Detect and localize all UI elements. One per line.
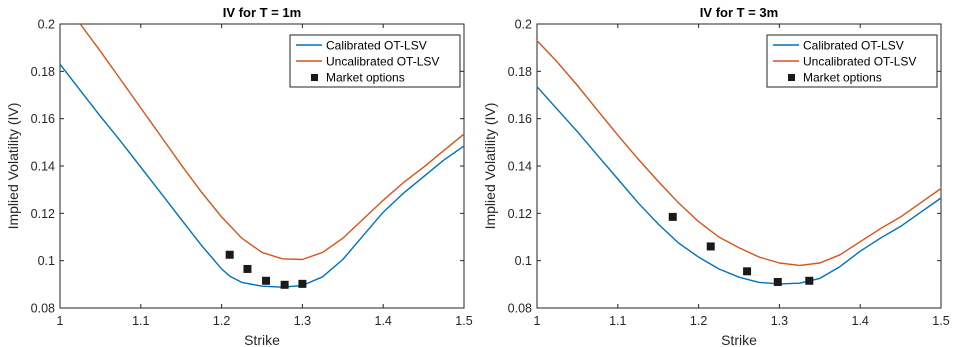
uncalibrated-series-line bbox=[536, 39, 942, 267]
x-tick-label: 1.5 bbox=[932, 314, 949, 328]
y-tick-label: 0.08 bbox=[31, 302, 55, 316]
legend-label: Uncalibrated OT-LSV bbox=[326, 55, 439, 69]
y-tick-label: 0.18 bbox=[508, 65, 532, 79]
legend: Calibrated OT-LSV Uncalibrated OT-LSV Mark… bbox=[766, 34, 938, 88]
x-tick-label: 1 bbox=[57, 314, 64, 328]
y-tick-label: 0.2 bbox=[38, 18, 55, 32]
chart-title: IV for T = 1m bbox=[223, 5, 301, 20]
market-option-point bbox=[280, 280, 289, 289]
legend-label: Calibrated OT-LSV bbox=[803, 39, 904, 53]
market-option-point bbox=[298, 279, 307, 288]
uncalibrated-series-line bbox=[79, 23, 465, 261]
market-option-point bbox=[773, 277, 782, 286]
y-tick-label: 0.12 bbox=[508, 207, 532, 221]
y-axis-label: Implied Volatility (IV) bbox=[5, 103, 21, 230]
y-tick-label: 0.1 bbox=[38, 254, 55, 268]
legend: Calibrated OT-LSV Uncalibrated OT-LSV Mark… bbox=[289, 34, 461, 88]
legend-label: Market options bbox=[803, 71, 882, 85]
market-option-point bbox=[225, 250, 234, 259]
chart-title: IV for T = 3m bbox=[700, 5, 778, 20]
x-tick-label: 1.3 bbox=[294, 314, 311, 328]
legend-label: Market options bbox=[326, 71, 405, 85]
x-tick-label: 1 bbox=[534, 314, 541, 328]
y-tick-label: 0.1 bbox=[515, 254, 532, 268]
legend-label: Calibrated OT-LSV bbox=[326, 39, 427, 53]
x-tick-label: 1.4 bbox=[375, 314, 392, 328]
x-tick-label: 1.5 bbox=[455, 314, 472, 328]
x-tick-label: 1.4 bbox=[852, 314, 869, 328]
y-tick-label: 0.14 bbox=[31, 160, 55, 174]
y-tick-label: 0.16 bbox=[508, 112, 532, 126]
calibrated-series-line bbox=[536, 86, 942, 285]
x-tick-label: 1.2 bbox=[690, 314, 707, 328]
market-option-point bbox=[706, 242, 715, 251]
y-tick-label: 0.2 bbox=[515, 18, 532, 32]
chart-panel-1: IV for T = 1m 1 1.1 1.2 1.3 1.4 1.5 0.08 0.1 0.12… bbox=[5, 5, 473, 347]
y-tick-label: 0.14 bbox=[508, 160, 532, 174]
x-axis-label: Strike bbox=[721, 332, 757, 347]
y-tick-label: 0.08 bbox=[508, 302, 532, 316]
market-option-point bbox=[262, 276, 271, 285]
legend-swatch-market bbox=[311, 74, 318, 81]
legend-swatch-market bbox=[788, 74, 795, 81]
chart-panel-2: IV for T = 3m 1 1.1 1.2 1.3 1.4 1.5 0.08 0.1 0.12… bbox=[482, 5, 950, 347]
y-tick-label: 0.12 bbox=[31, 207, 55, 221]
x-tick-label: 1.3 bbox=[771, 314, 788, 328]
legend-label: Uncalibrated OT-LSV bbox=[803, 55, 916, 69]
calibrated-series-line bbox=[59, 63, 465, 288]
y-tick-label: 0.16 bbox=[31, 112, 55, 126]
x-tick-label: 1.2 bbox=[213, 314, 230, 328]
x-tick-label: 1.1 bbox=[132, 314, 149, 328]
x-axis-label: Strike bbox=[244, 332, 280, 347]
market-option-point bbox=[243, 264, 252, 273]
y-tick-label: 0.18 bbox=[31, 65, 55, 79]
x-tick-label: 1.1 bbox=[609, 314, 626, 328]
market-option-point bbox=[805, 276, 814, 285]
y-axis-label: Implied Volatility (IV) bbox=[482, 103, 498, 230]
market-option-point bbox=[743, 267, 752, 276]
market-option-point bbox=[668, 212, 677, 221]
